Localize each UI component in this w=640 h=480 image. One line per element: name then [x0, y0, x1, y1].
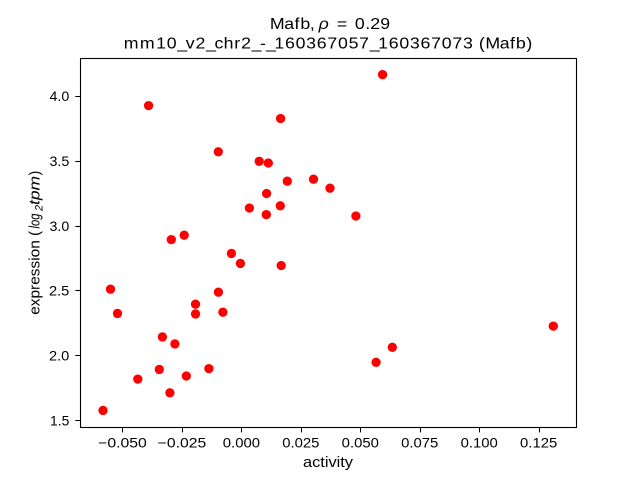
svg-text:2: 2: [34, 205, 46, 212]
svg-text:0.025: 0.025: [282, 436, 319, 451]
svg-text:0.050: 0.050: [342, 436, 380, 451]
svg-text:tpm: tpm: [28, 176, 44, 205]
svg-text:0.075: 0.075: [401, 436, 438, 451]
svg-text:1.5: 1.5: [50, 413, 69, 428]
svg-text:log: log: [28, 214, 44, 229]
svg-text:3.5: 3.5: [50, 154, 70, 169]
svg-text:0.000: 0.000: [223, 436, 261, 451]
svg-text:mm10_v2_chr2_-_160367057_16036: mm10_v2_chr2_-_160367057_160367073 (Mafb…: [124, 34, 533, 52]
svg-text:2.5: 2.5: [49, 284, 69, 299]
svg-text:): ): [28, 171, 44, 176]
svg-text:2.0: 2.0: [49, 349, 70, 364]
svg-text:0.100: 0.100: [461, 436, 499, 451]
svg-text:−0.025: −0.025: [158, 436, 207, 451]
svg-text:expression (: expression (: [28, 231, 44, 315]
svg-text:activity: activity: [303, 455, 354, 471]
svg-text:4.0: 4.0: [50, 89, 70, 104]
svg-text:3.0: 3.0: [50, 219, 70, 234]
svg-text:−0.050: −0.050: [98, 436, 147, 451]
svg-text:0.125: 0.125: [520, 436, 557, 451]
